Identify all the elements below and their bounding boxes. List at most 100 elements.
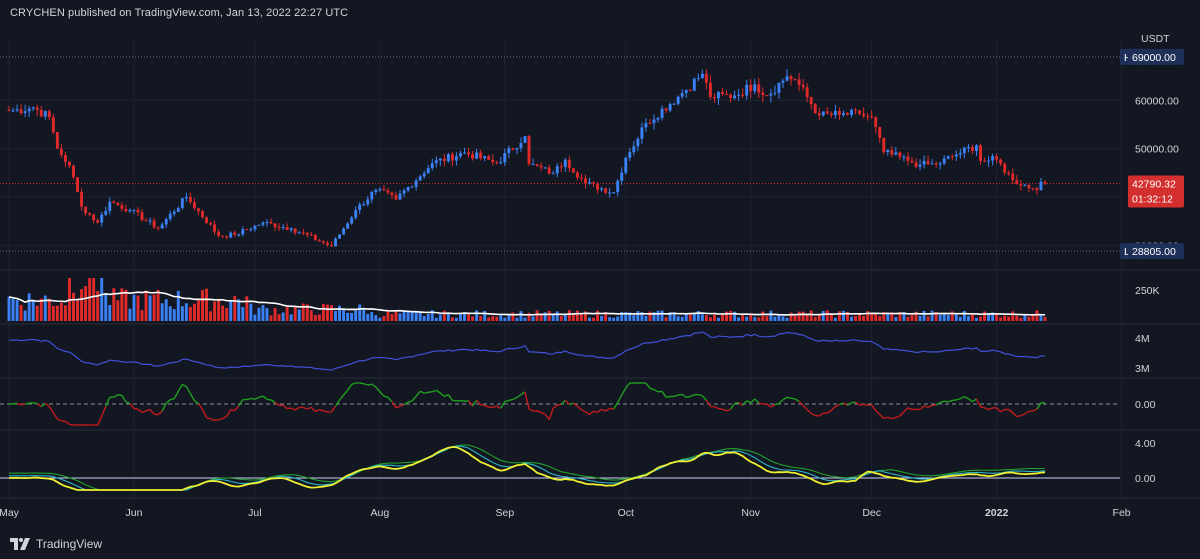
volume-bar: [326, 304, 329, 321]
candle-body: [72, 165, 75, 178]
oscillator-segment: [863, 403, 868, 406]
oscillator-segment: [399, 403, 405, 407]
volume-bar: [866, 311, 870, 321]
candle-body: [721, 92, 724, 94]
candle-body: [406, 186, 410, 191]
candle-body: [850, 109, 853, 115]
price-tick-label: 60000.00: [1135, 95, 1179, 107]
volume-bar: [430, 310, 434, 321]
chart-canvas[interactable]: USDT60000.0050000.0030000.00High69000.00…: [0, 0, 1200, 530]
volume-bar: [684, 313, 688, 321]
candle-body: [696, 78, 700, 80]
volume-bar: [438, 314, 442, 321]
candle-body: [584, 178, 587, 184]
volume-bar: [878, 316, 882, 321]
volume-bar: [817, 314, 821, 321]
candle-body: [1003, 163, 1007, 173]
oscillator-segment: [1032, 408, 1038, 412]
volume-bar: [88, 278, 92, 321]
volume-bar: [370, 312, 374, 321]
oscillator-segment: [718, 407, 723, 411]
volume-bar: [656, 310, 660, 321]
last-price-tag-bg: [1128, 175, 1184, 208]
volume-bar: [797, 311, 801, 321]
candle-body: [55, 132, 59, 149]
oscillator-segment: [500, 401, 506, 409]
volume-bar: [27, 293, 31, 321]
volume-bar: [664, 317, 668, 321]
volume-bar: [273, 307, 277, 321]
volume-bar: [789, 312, 793, 321]
candle-body: [753, 84, 757, 92]
volume-bar: [765, 316, 769, 321]
candle-body: [708, 82, 712, 97]
publisher-header: CRYCHEN published on TradingView.com, Ja…: [10, 7, 349, 19]
volume-bar: [559, 315, 563, 321]
candle-body: [471, 154, 475, 159]
candle-body: [132, 209, 136, 211]
volume-bar: [309, 310, 313, 321]
oscillator-segment: [113, 394, 119, 398]
oscillator-segment: [24, 402, 30, 405]
candle-body: [487, 156, 491, 160]
candle-body: [958, 153, 962, 155]
volume-bar: [632, 315, 636, 321]
candle-body: [152, 220, 156, 228]
tradingview-logo[interactable]: TradingView: [10, 537, 102, 551]
volume-bar: [708, 317, 712, 321]
volume-bar: [809, 310, 813, 321]
candle-body: [483, 156, 487, 159]
oscillator-segment: [246, 397, 252, 401]
obv-line: [8, 331, 1046, 371]
volume-bar: [717, 317, 720, 321]
oscillator-segment: [258, 395, 264, 399]
volume-bar: [680, 316, 684, 321]
volume-bar: [640, 312, 644, 321]
candle-body: [704, 73, 708, 83]
candle-body: [737, 94, 741, 96]
volume-bar: [100, 278, 104, 321]
oscillator-segment: [984, 407, 989, 411]
volume-bar: [390, 314, 394, 321]
volume-bar: [281, 312, 285, 321]
oscillator-segment: [875, 409, 881, 415]
volume-bar: [975, 317, 978, 321]
oscillator-segment: [585, 411, 590, 415]
oscillator-segment: [97, 415, 103, 426]
candle-body: [809, 97, 813, 105]
volume-bar: [265, 308, 269, 321]
candle-body: [535, 164, 539, 166]
candle-body: [366, 199, 370, 205]
cyan-signal-line: [8, 445, 1046, 491]
currency-label: USDT: [1141, 33, 1170, 45]
candle-body: [551, 173, 555, 175]
oscillator-segment: [234, 405, 240, 411]
candle-body: [950, 156, 954, 158]
volume-bar: [321, 303, 325, 321]
volume-bar: [1019, 317, 1023, 321]
volume-bar: [422, 316, 426, 321]
candle-body: [188, 197, 192, 203]
oscillator-segment: [980, 406, 985, 409]
candle-body: [80, 191, 84, 207]
candle-body: [833, 111, 837, 116]
volume-bar: [229, 300, 233, 321]
candle-body: [592, 182, 595, 184]
volume-bar: [467, 312, 470, 321]
oscillator-segment: [678, 393, 683, 396]
candle-body: [51, 117, 55, 133]
oscillator-segment: [1020, 413, 1026, 417]
candle-body: [197, 208, 200, 212]
volume-bar: [386, 311, 390, 321]
volume-bar: [483, 310, 487, 321]
candle-body: [596, 183, 599, 190]
candle-body: [317, 240, 321, 242]
time-tick-label: May: [0, 507, 20, 519]
candle-body: [35, 107, 39, 110]
volume-bar: [213, 301, 217, 321]
candle-body: [656, 117, 660, 120]
volume-bar: [51, 305, 55, 321]
candle-body: [579, 177, 583, 179]
candle-body: [825, 111, 829, 114]
candle-body: [539, 165, 543, 168]
